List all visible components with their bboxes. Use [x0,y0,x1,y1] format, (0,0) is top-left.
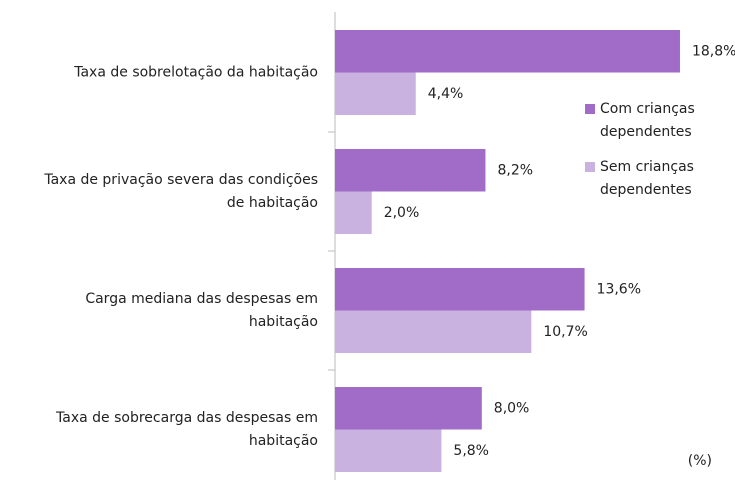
legend-label: Com crianças dependentes [600,101,695,140]
bar [335,191,372,234]
value-label: 13,6% [597,281,641,297]
bar [335,429,442,472]
value-label: 10,7% [543,324,587,340]
category-label: Carga mediana das despesas em habitação [85,291,318,330]
value-label: 8,2% [497,162,533,178]
bar [335,387,482,430]
legend-swatch [585,162,595,172]
value-label: 2,0% [384,205,420,221]
bar [335,30,680,73]
legend-swatch [585,104,595,114]
value-label: 18,8% [692,43,735,59]
bar [335,72,416,115]
unit-annotation: (%) [688,453,712,469]
value-label: 5,8% [453,443,489,459]
value-label: 8,0% [494,400,530,416]
category-label: Taxa de sobrecarga das despesas em habita… [55,410,318,449]
bar [335,268,585,311]
value-label: 4,4% [428,86,464,102]
bar [335,149,486,192]
category-label: Taxa de sobrelotação da habitação [73,65,318,81]
category-label: Taxa de privação severa das condições de … [43,172,318,211]
bar [335,310,532,353]
legend-label: Sem crianças dependentes [600,159,694,198]
